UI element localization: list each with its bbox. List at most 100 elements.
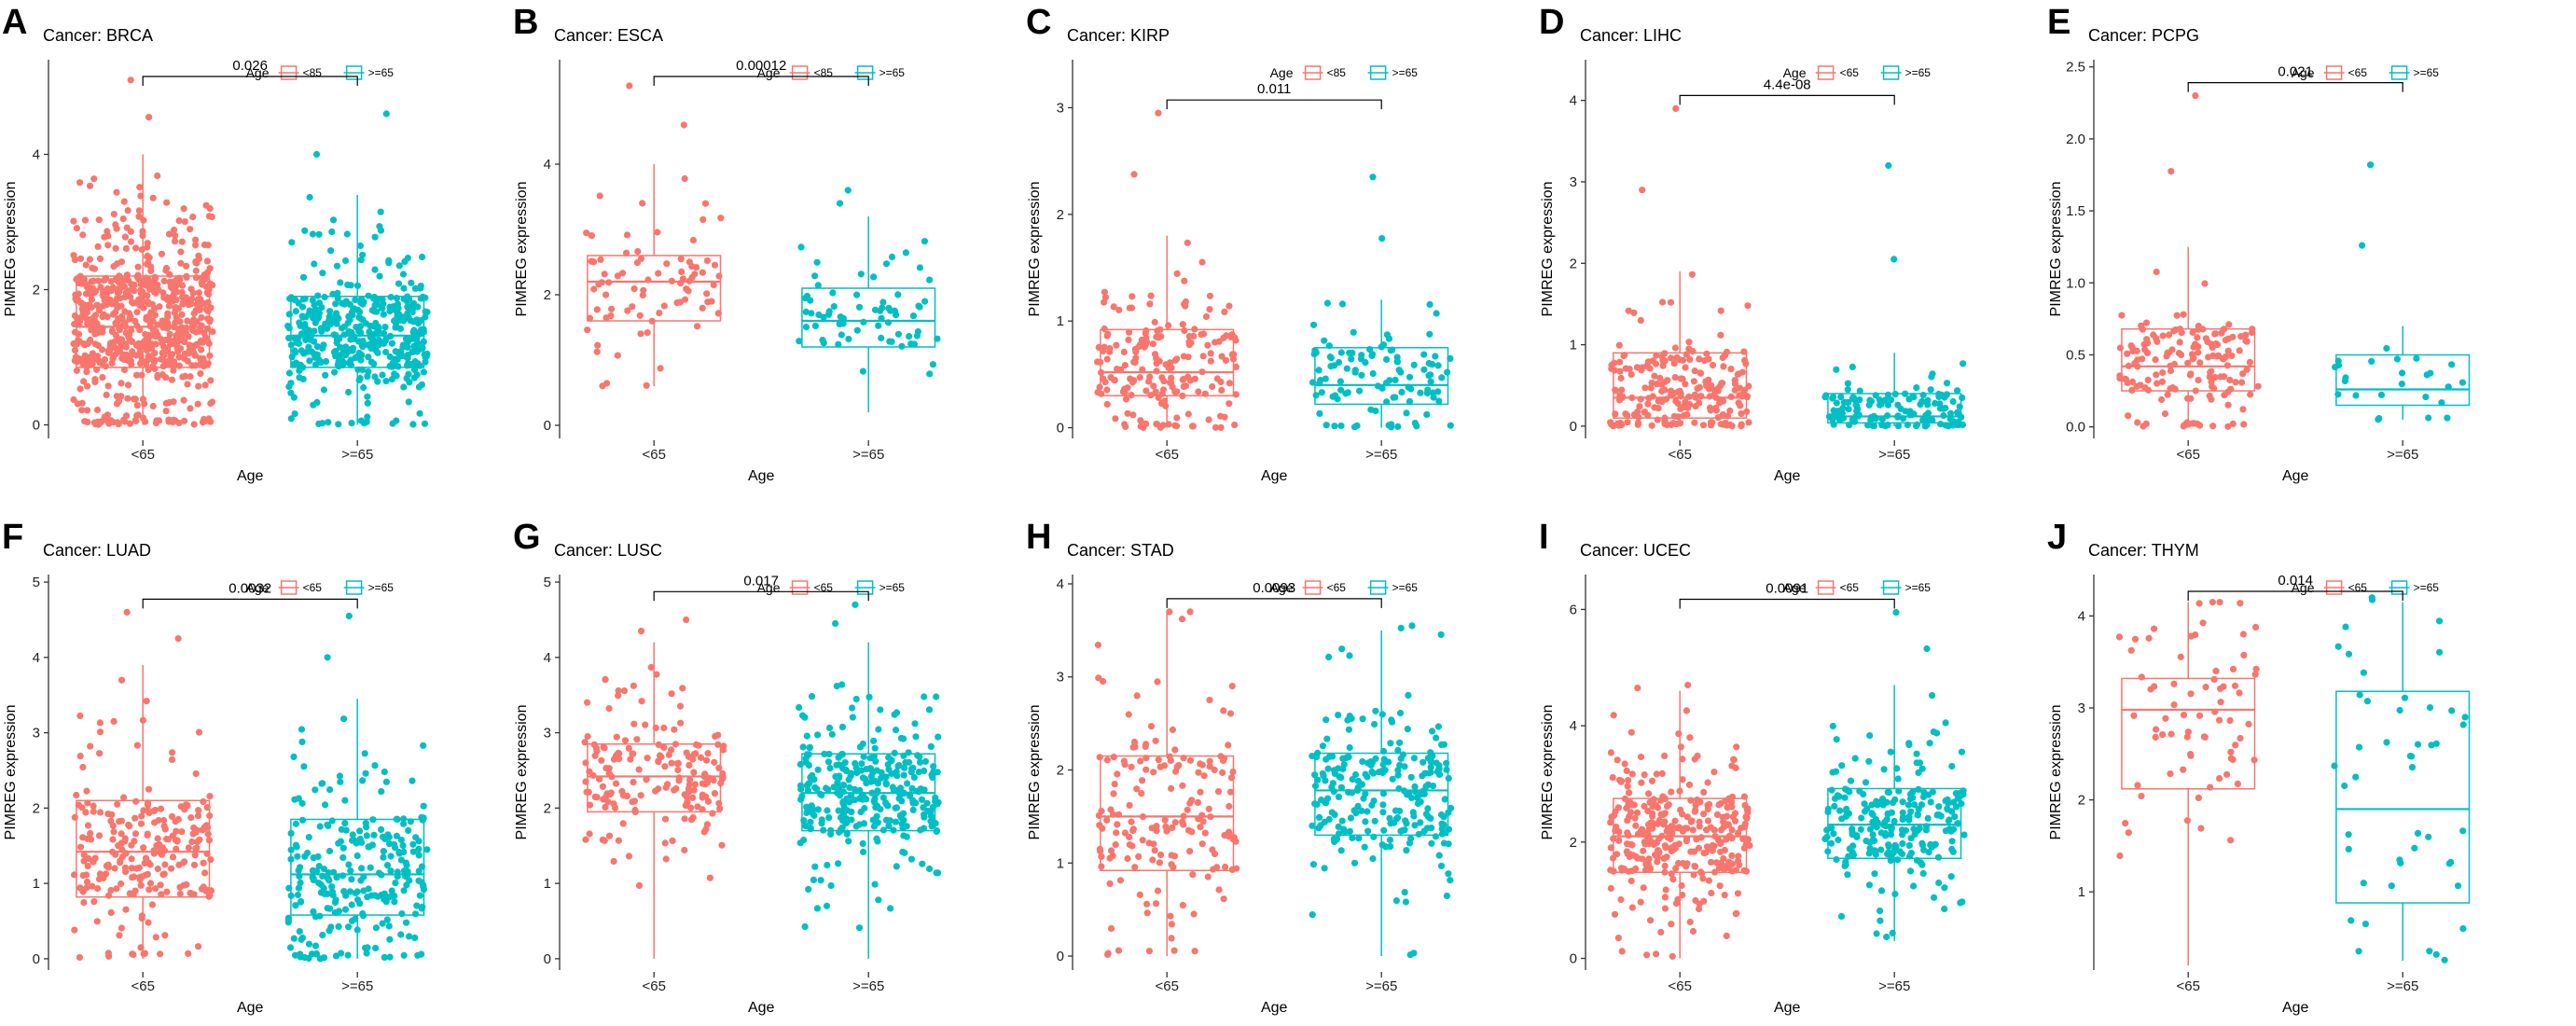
data-point <box>2454 882 2462 890</box>
data-point <box>416 409 423 417</box>
data-point <box>338 825 345 833</box>
data-point <box>1956 403 1963 410</box>
data-point <box>1959 421 1966 428</box>
data-point <box>121 418 129 425</box>
data-point <box>352 915 359 922</box>
data-point <box>94 243 102 250</box>
data-point <box>347 361 354 368</box>
x-tick-label: >=65 <box>341 978 373 994</box>
data-point <box>84 407 91 414</box>
data-point <box>1872 851 1879 858</box>
box-lt65 <box>1100 611 1235 957</box>
data-point <box>1147 292 1155 299</box>
data-point <box>1833 736 1840 743</box>
data-point <box>144 292 151 299</box>
data-point <box>76 272 84 280</box>
data-point <box>120 283 129 290</box>
data-point <box>1726 407 1734 414</box>
data-point <box>1705 845 1712 853</box>
data-point <box>1226 380 1233 387</box>
data-point <box>836 200 844 207</box>
data-point <box>1674 388 1682 395</box>
data-point <box>1641 802 1648 811</box>
data-point <box>1919 869 1927 878</box>
data-point <box>124 395 132 402</box>
data-point <box>318 304 325 312</box>
data-point <box>2138 792 2145 800</box>
data-point <box>933 693 940 700</box>
data-point <box>400 951 408 959</box>
data-point <box>155 286 162 294</box>
data-point <box>1665 801 1672 809</box>
data-point <box>2190 343 2197 351</box>
data-point <box>1671 374 1679 381</box>
data-point <box>287 389 295 396</box>
data-point <box>1338 817 1346 825</box>
data-point <box>823 784 830 792</box>
data-point <box>76 255 85 262</box>
data-point <box>875 322 882 329</box>
data-point <box>1380 756 1388 763</box>
data-point <box>357 328 365 337</box>
data-point <box>849 704 856 712</box>
data-point <box>1712 404 1720 411</box>
data-point <box>1625 307 1632 314</box>
data-point <box>884 319 893 326</box>
data-point <box>704 797 713 805</box>
y-tick-label: 3 <box>2078 700 2085 716</box>
data-point <box>1331 767 1338 774</box>
data-point <box>78 280 86 287</box>
data-point <box>1407 385 1415 393</box>
data-point <box>409 777 416 784</box>
data-point <box>112 331 119 339</box>
data-point <box>192 770 200 778</box>
data-point <box>159 343 168 351</box>
data-point <box>1943 391 1950 398</box>
data-point <box>1344 389 1351 396</box>
data-point <box>198 339 205 346</box>
data-point <box>1888 824 1895 832</box>
data-point <box>167 340 174 348</box>
data-point <box>1210 866 1217 873</box>
data-point <box>172 232 179 240</box>
data-point <box>1893 765 1901 772</box>
panel-letter: H <box>1026 518 1051 557</box>
data-point <box>333 310 340 317</box>
data-point <box>2154 380 2161 387</box>
data-point <box>364 944 371 951</box>
data-point <box>203 257 211 265</box>
data-point <box>84 799 91 807</box>
data-point <box>1212 423 1220 431</box>
data-point <box>2345 650 2353 658</box>
data-point <box>154 172 161 180</box>
data-point <box>332 353 339 360</box>
legend: Age <85 >=65 <box>246 65 395 80</box>
data-point <box>1227 774 1236 782</box>
data-point <box>163 199 171 206</box>
y-tick-label: 1.0 <box>2066 275 2085 291</box>
data-point <box>295 884 302 892</box>
data-point <box>184 317 191 325</box>
data-point <box>1152 388 1159 395</box>
data-point <box>1351 367 1359 374</box>
data-point <box>690 751 698 758</box>
data-point <box>1321 865 1328 872</box>
data-point <box>1103 355 1111 363</box>
data-point <box>1653 381 1661 388</box>
data-point <box>1899 798 1906 806</box>
data-point <box>1098 863 1105 870</box>
data-point <box>1323 756 1330 763</box>
data-point <box>1201 390 1209 397</box>
data-point <box>80 899 88 907</box>
data-point <box>422 294 429 301</box>
data-point <box>379 371 386 379</box>
data-point <box>332 952 340 960</box>
data-point <box>703 290 711 298</box>
data-point <box>814 731 822 739</box>
data-point <box>911 720 919 728</box>
data-point <box>296 319 303 326</box>
data-point <box>374 323 381 330</box>
data-point <box>315 313 323 321</box>
data-point <box>404 255 411 262</box>
data-point <box>118 380 125 387</box>
